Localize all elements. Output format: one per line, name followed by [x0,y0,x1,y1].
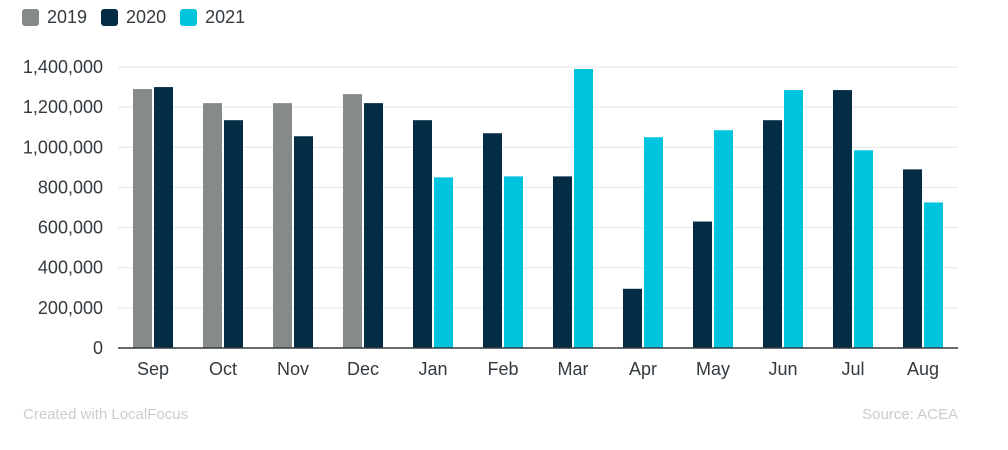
chart-legend: 2019 2020 2021 [22,6,245,28]
bar-2021-mar [574,69,593,348]
x-tick-label: Apr [629,359,657,379]
y-tick-label: 200,000 [38,298,103,318]
x-tick-label: Oct [209,359,237,379]
bar-2020-oct [224,120,243,348]
x-tick-label: Dec [347,359,379,379]
bar-2021-feb [504,176,523,348]
bar-2020-feb [483,133,502,348]
bar-2021-aug [924,202,943,348]
y-tick-label: 0 [93,338,103,358]
x-tick-label: Sep [137,359,169,379]
bar-2021-jan [434,177,453,348]
bar-2019-oct [203,103,222,348]
bar-chart: 0 200,000 400,000 600,000 800,000 1,000,000 1,… [23,57,958,379]
footer-source: Source: ACEA [862,406,958,423]
y-tick-label: 600,000 [38,218,103,238]
bar-2019-dec [343,94,362,348]
y-tick-label: 400,000 [38,258,103,278]
bar-2020-jul [833,90,852,348]
bar-2020-sep [154,87,173,349]
bar-2020-nov [294,136,313,348]
x-tick-label: May [696,359,730,379]
x-tick-label: Feb [487,359,518,379]
legend-swatch-2021 [180,8,198,26]
legend-swatch-2020 [101,8,119,26]
x-tick-label: Jul [841,359,864,379]
x-tick-label: Aug [907,359,939,379]
bar-2020-aug [903,169,922,348]
legend-label-2019: 2019 [47,6,88,27]
legend-item-2021: 2021 [180,7,245,28]
bar-2021-jul [854,150,873,348]
x-tick-label: Jan [418,359,447,379]
x-tick-label: Nov [277,359,309,379]
bar-2020-apr [623,288,642,348]
bar-2021-may [714,130,733,348]
bar-2021-apr [644,137,663,348]
bar-2020-jun [763,120,782,348]
x-tick-label: Mar [558,359,589,379]
legend-item-2020: 2020 [101,7,166,28]
legend-item-2019: 2019 [22,7,87,28]
x-tick-label: Jun [768,359,797,379]
footer-credit: Created with LocalFocus [23,406,189,423]
y-tick-label: 1,200,000 [23,97,103,117]
legend-label-2020: 2020 [126,6,167,27]
bar-2020-mar [553,176,572,348]
bar-2020-jan [413,120,432,348]
bar-2019-sep [133,89,152,348]
y-tick-label: 1,000,000 [23,137,103,157]
bar-2019-nov [273,103,292,348]
bar-2020-dec [364,103,383,348]
legend-label-2021: 2021 [205,6,246,27]
y-tick-label: 800,000 [38,177,103,197]
bar-2020-may [693,221,712,348]
legend-swatch-2019 [22,8,39,26]
y-tick-label: 1,400,000 [23,57,103,77]
bar-2021-jun [784,90,803,348]
